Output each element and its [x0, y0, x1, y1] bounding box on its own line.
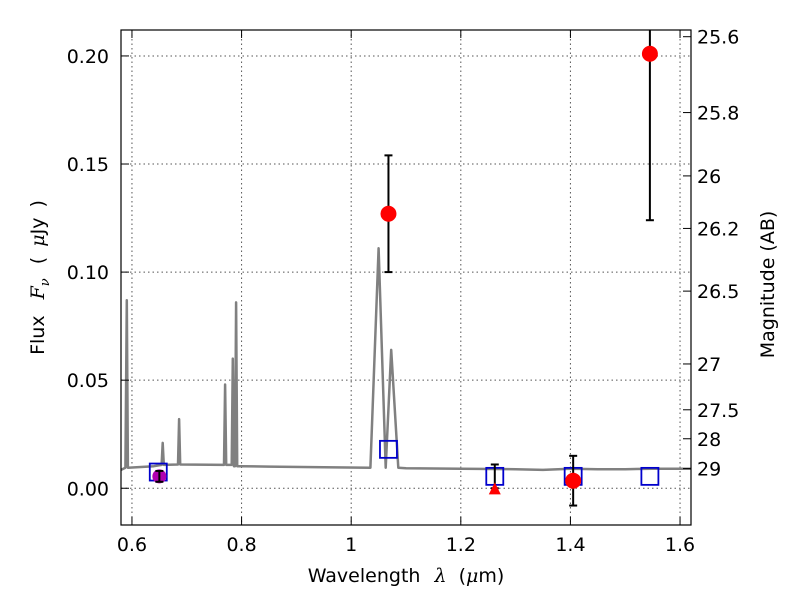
x-tick-label: 1.6 [665, 534, 695, 556]
mag-tick-label: 28 [697, 429, 721, 451]
mag-tick-label: 26 [697, 166, 721, 188]
model-photometry-square [640, 466, 660, 486]
mag-tick-label: 27.5 [697, 400, 739, 422]
y-tick-label: 0.15 [67, 154, 109, 176]
x-tick-label: 1 [345, 534, 357, 556]
model-spectrum-line [121, 247, 691, 472]
mag-tick-label: 27 [697, 354, 721, 376]
y-axis-label: Flux Fν ( μJy ) [27, 200, 54, 355]
x-tick-label: 1.4 [555, 534, 585, 556]
observed-point [565, 472, 582, 489]
secondary-y-axis-label: Magnitude (AB) [757, 211, 779, 359]
x-tick-label: 0.6 [117, 534, 147, 556]
mag-tick-label: 26.2 [697, 218, 739, 240]
mag-tick-label: 29 [697, 459, 721, 481]
plot-area [121, 30, 691, 507]
upper-limit-triangle [488, 482, 501, 495]
model-photometry-square [379, 439, 398, 459]
grid [121, 30, 691, 525]
plot-frame [120, 29, 692, 526]
y-tick-label: 0.00 [67, 478, 109, 500]
mag-tick-label: 25.8 [697, 103, 739, 125]
y-tick-label: 0.05 [67, 370, 109, 392]
observed-point [641, 45, 658, 62]
ticks: 0.6 0.8 1 1.2 1.4 1.6 0.00 0.05 0.10 0.15 0.20 25.6… [67, 27, 740, 556]
y-tick-label: 0.20 [67, 46, 109, 68]
plot-clip-group [121, 30, 691, 507]
x-tick-label: 0.8 [226, 534, 256, 556]
mag-tick-label: 25.6 [697, 27, 739, 49]
x-tick-label: 1.2 [446, 534, 476, 556]
observed-point [380, 205, 397, 222]
mag-tick-label: 26.5 [697, 281, 739, 303]
y-tick-label: 0.10 [67, 262, 109, 284]
x-axis-label: Wavelength λ (μm) [308, 565, 505, 587]
